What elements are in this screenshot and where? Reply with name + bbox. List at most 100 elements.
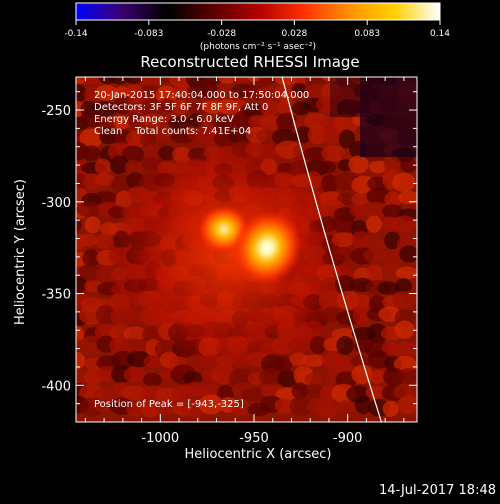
image-pixel — [304, 384, 325, 399]
solar-limb — [281, 77, 382, 422]
image-pixel — [381, 262, 403, 282]
image-pixel — [76, 217, 82, 232]
image-pixel — [399, 245, 417, 263]
image-pixel — [81, 145, 101, 162]
image-pixel — [94, 158, 112, 176]
image-pixel — [400, 158, 417, 173]
info-clean-counts: Clean Total counts: 7.41E+04 — [94, 126, 251, 137]
chart-title: Reconstructed RHESSI Image — [140, 53, 359, 71]
image-pixel — [393, 341, 417, 358]
image-pixel — [395, 278, 412, 294]
image-pixel — [289, 395, 315, 416]
image-pixel — [159, 98, 177, 113]
image-pixel — [392, 291, 417, 309]
image-pixel — [307, 125, 328, 145]
image-pixel — [379, 249, 404, 265]
y-tick-label: -300 — [41, 196, 71, 211]
image-pixel — [140, 77, 161, 88]
image-pixel — [257, 86, 282, 101]
image-pixel — [79, 128, 103, 149]
y-tick-label: -250 — [41, 104, 71, 119]
image-pixel — [154, 402, 179, 415]
image-pixel — [322, 125, 342, 145]
x-tick-label: -950 — [239, 431, 269, 446]
colorbar-tick-label: 0.028 — [282, 29, 308, 39]
colorbar-tick-label: -0.14 — [64, 29, 88, 39]
image-pixel — [332, 356, 355, 374]
image-pixel — [384, 191, 402, 208]
image-pixel — [338, 129, 356, 149]
info-energy-range: Energy Range: 3.0 - 6.0 keV — [94, 114, 234, 125]
image-pixel — [93, 387, 119, 402]
image-pixel — [291, 83, 308, 97]
image-pixel — [335, 400, 357, 415]
x-tick-label: -900 — [333, 431, 363, 446]
y-tick-label: -400 — [41, 379, 71, 394]
image-pixel — [259, 100, 280, 116]
colorbar — [75, 2, 441, 21]
image-pixel — [80, 111, 105, 127]
image-pixel — [99, 116, 117, 130]
image-pixel — [143, 372, 163, 387]
image-pixel — [123, 367, 146, 383]
image-pixel — [367, 350, 390, 369]
colorbar-unit-label: (photons cm⁻² s⁻¹ asec⁻²) — [200, 42, 316, 52]
y-axis-ticks: -250 -300 -350 -400 — [41, 91, 417, 405]
image-pixel — [368, 369, 388, 384]
negative-region — [330, 77, 370, 117]
sources — [198, 205, 302, 285]
image-pixel — [106, 128, 133, 145]
image-pixel — [126, 402, 146, 418]
colorbar-tick-label: -0.083 — [134, 29, 163, 39]
y-tick-label: -350 — [41, 288, 71, 303]
image-pixel — [348, 155, 369, 174]
colorbar-tick-label: 0.083 — [354, 29, 380, 39]
image-pixel — [384, 231, 401, 250]
colorbar-tick-label: -0.028 — [207, 29, 236, 39]
image-area — [76, 77, 417, 422]
peak-position-label: Position of Peak = [-943,-325] — [94, 399, 244, 410]
info-detectors: Detectors: 3F 5F 6F 7F 8F 9F, Att 0 — [94, 102, 268, 113]
image-pixel — [291, 382, 309, 400]
image-pixel — [394, 320, 415, 339]
image-pixel — [392, 172, 416, 193]
image-pixel — [76, 83, 87, 104]
image-pixel — [80, 77, 104, 85]
diffuse-emission — [85, 115, 375, 395]
image-pixel — [93, 399, 114, 413]
image-pixel — [76, 275, 88, 294]
image-pixel — [198, 394, 224, 415]
info-time-range: 20-Jan-2015 17:40:04.000 to 17:50:04.000 — [94, 90, 309, 101]
image-pixel — [391, 215, 417, 233]
image-pixel — [304, 372, 324, 386]
y-axis-label: Heliocentric Y (arcsec) — [13, 179, 28, 325]
colorbar-ticks: -0.14 -0.083 -0.028 0.028 0.083 0.14 — [64, 20, 450, 39]
image-pixel — [113, 115, 130, 130]
image-pixel — [363, 201, 389, 218]
image-pixel — [172, 84, 194, 98]
x-axis-label: Heliocentric X (arcsec) — [185, 447, 332, 462]
image-pixel — [199, 80, 218, 99]
image-pixel — [318, 401, 338, 419]
image-pixel — [398, 190, 417, 205]
image-pixel — [355, 396, 372, 415]
timestamp: 14-Jul-2017 18:48 — [379, 483, 496, 498]
image-pixel — [80, 335, 102, 356]
image-pixel — [121, 385, 148, 401]
image-pixel — [365, 385, 386, 400]
image-pixel — [304, 83, 328, 101]
image-pixel — [398, 367, 417, 385]
image-pixel — [140, 98, 165, 118]
image-pixel — [274, 397, 296, 414]
image-pixel — [350, 354, 371, 368]
plot-frame — [75, 76, 418, 423]
image-pixel — [377, 281, 400, 295]
image-pixel — [398, 395, 417, 414]
image-pixel — [383, 155, 401, 175]
image-pixel — [94, 84, 118, 101]
colorbar-tick-label: 0.14 — [430, 29, 450, 39]
image-pixel — [76, 352, 86, 370]
image-pixel — [123, 77, 144, 84]
